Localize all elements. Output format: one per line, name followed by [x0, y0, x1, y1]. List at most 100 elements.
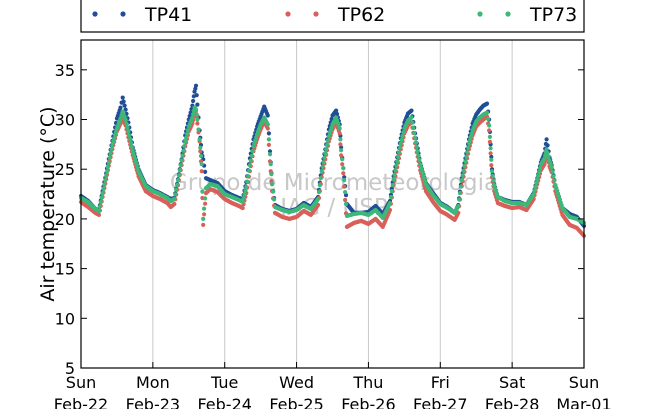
- x-tick-day: Wed: [279, 373, 314, 392]
- data-point: [247, 163, 252, 168]
- data-point: [107, 156, 112, 161]
- data-point: [129, 144, 134, 149]
- data-point: [325, 142, 330, 147]
- data-point: [417, 157, 422, 162]
- data-point: [400, 133, 405, 138]
- data-point: [185, 128, 190, 133]
- data-point: [198, 153, 204, 159]
- data-point: [317, 183, 322, 188]
- data-point: [182, 144, 187, 149]
- data-point: [464, 154, 469, 159]
- data-point: [201, 222, 206, 227]
- legend-label-tp73: TP73: [529, 4, 577, 26]
- data-point: [391, 177, 396, 182]
- data-point: [103, 178, 108, 183]
- data-point: [184, 131, 190, 136]
- data-point: [487, 134, 492, 139]
- x-tick-day: Sun: [66, 373, 96, 392]
- legend-marker: [92, 11, 98, 17]
- data-point: [396, 150, 402, 155]
- data-point: [414, 144, 419, 150]
- data-point: [203, 169, 208, 174]
- data-point: [202, 206, 207, 211]
- data-point: [184, 135, 189, 140]
- data-point: [106, 160, 111, 165]
- data-point: [459, 178, 464, 183]
- y-tick-label: 15: [55, 260, 75, 279]
- data-point: [265, 113, 270, 118]
- data-point: [535, 177, 540, 182]
- data-point: [319, 169, 324, 174]
- data-point: [461, 168, 466, 173]
- data-point: [267, 149, 273, 154]
- data-point: [242, 192, 247, 197]
- data-point: [394, 163, 399, 168]
- legend-label-tp41: TP41: [144, 4, 192, 26]
- data-point: [413, 140, 419, 145]
- data-point: [123, 117, 128, 122]
- plot-frame: [80, 39, 585, 369]
- data-point: [104, 169, 110, 174]
- data-point: [337, 126, 342, 131]
- data-point: [488, 151, 493, 156]
- data-point: [244, 185, 249, 190]
- data-point: [250, 149, 255, 154]
- data-point: [491, 178, 496, 183]
- data-point: [546, 154, 551, 159]
- data-point: [96, 208, 102, 214]
- data-point: [125, 125, 130, 130]
- data-point: [342, 175, 347, 180]
- data-point: [458, 184, 463, 189]
- data-point: [533, 184, 538, 189]
- data-point: [120, 95, 125, 100]
- data-point: [104, 174, 109, 179]
- data-point: [341, 166, 346, 171]
- data-point: [267, 152, 273, 157]
- x-tick-date: Feb-24: [197, 395, 251, 409]
- y-tick-label: 5: [65, 359, 75, 378]
- data-point: [393, 168, 398, 173]
- x-tick-day: Tue: [210, 373, 238, 392]
- data-point: [456, 203, 461, 209]
- data-point: [99, 195, 104, 200]
- data-point: [484, 110, 490, 115]
- x-tick-date: Mar-01: [556, 395, 611, 409]
- data-point: [175, 178, 181, 183]
- data-point: [409, 115, 414, 120]
- x-tick-date: Feb-22: [54, 395, 108, 409]
- data-point: [339, 153, 344, 158]
- data-point: [551, 174, 556, 179]
- data-point: [487, 123, 492, 128]
- y-tick-label: 25: [55, 160, 75, 179]
- data-point: [100, 191, 105, 196]
- data-point: [457, 197, 462, 202]
- x-tick-day: Fri: [431, 373, 450, 392]
- data-point: [128, 140, 134, 145]
- legend-marker: [477, 11, 483, 17]
- data-point: [97, 204, 102, 209]
- data-point: [410, 120, 415, 125]
- data-point: [191, 112, 196, 117]
- data-point: [343, 197, 348, 203]
- data-point: [266, 131, 271, 136]
- legend-label-tp62: TP62: [337, 4, 385, 26]
- data-point: [399, 137, 404, 142]
- x-tick-day: Mon: [136, 373, 170, 392]
- data-point: [409, 108, 414, 113]
- data-point: [105, 165, 110, 170]
- data-point: [177, 168, 182, 173]
- data-point: [203, 196, 208, 201]
- data-point: [199, 162, 204, 167]
- data-point: [118, 116, 123, 121]
- data-point: [183, 139, 188, 144]
- data-point: [196, 127, 201, 132]
- data-point: [178, 163, 183, 168]
- data-point: [113, 129, 119, 134]
- data-point: [340, 157, 345, 162]
- y-axis: 5 10 15 20 25 30 35: [55, 61, 584, 378]
- data-point: [98, 199, 103, 205]
- data-point: [265, 122, 270, 127]
- y-tick-label: 20: [55, 210, 75, 229]
- data-point: [271, 189, 276, 194]
